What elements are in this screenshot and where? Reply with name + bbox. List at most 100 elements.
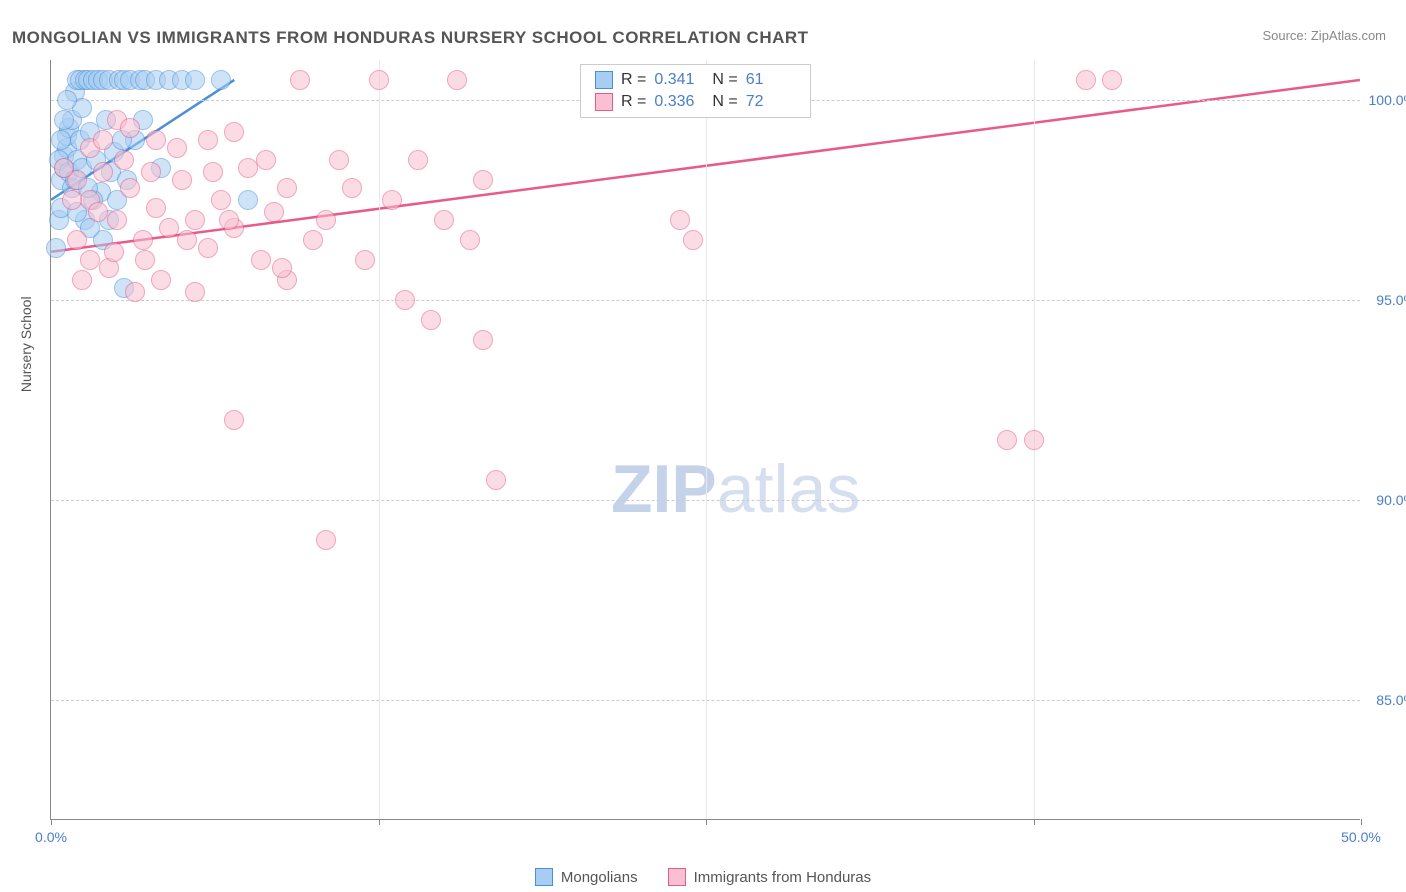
scatter-marker	[54, 110, 74, 130]
scatter-marker	[395, 290, 415, 310]
scatter-marker	[120, 178, 140, 198]
scatter-marker	[272, 258, 292, 278]
legend-swatch	[595, 71, 613, 89]
scatter-marker	[185, 282, 205, 302]
stat-n-label: N =	[712, 93, 737, 111]
scatter-marker	[146, 130, 166, 150]
scatter-marker	[185, 70, 205, 90]
legend-label: Mongolians	[561, 869, 638, 886]
stat-row: R = 0.341 N = 61	[581, 69, 810, 91]
x-tick-mark	[379, 819, 380, 825]
legend-item: Immigrants from Honduras	[668, 868, 872, 886]
stat-r-value: 0.336	[654, 93, 704, 111]
x-tick-label: 0.0%	[35, 829, 67, 845]
scatter-marker	[62, 190, 82, 210]
scatter-marker	[211, 190, 231, 210]
stat-r-label: R =	[621, 71, 646, 89]
bottom-legend: Mongolians Immigrants from Honduras	[0, 868, 1406, 886]
scatter-marker	[185, 210, 205, 230]
scatter-marker	[369, 70, 389, 90]
y-tick-label: 100.0%	[1369, 92, 1406, 108]
scatter-marker	[473, 170, 493, 190]
stat-box: R = 0.341 N = 61 R = 0.336 N = 72	[580, 64, 811, 118]
scatter-marker	[54, 158, 74, 178]
x-tick-label: 50.0%	[1341, 829, 1381, 845]
stat-n-value: 72	[746, 93, 796, 111]
scatter-marker	[133, 230, 153, 250]
scatter-marker	[303, 230, 323, 250]
stat-r-label: R =	[621, 93, 646, 111]
scatter-marker	[316, 530, 336, 550]
scatter-marker	[316, 210, 336, 230]
scatter-marker	[342, 178, 362, 198]
scatter-marker	[125, 282, 145, 302]
grid-line-v	[706, 60, 707, 819]
scatter-marker	[434, 210, 454, 230]
x-tick-mark	[1361, 819, 1362, 825]
scatter-marker	[46, 238, 66, 258]
scatter-marker	[146, 198, 166, 218]
scatter-marker	[997, 430, 1017, 450]
stat-r-value: 0.341	[654, 71, 704, 89]
scatter-marker	[51, 130, 71, 150]
y-tick-label: 90.0%	[1376, 492, 1406, 508]
scatter-marker	[290, 70, 310, 90]
scatter-marker	[80, 250, 100, 270]
scatter-marker	[67, 230, 87, 250]
scatter-marker	[1024, 430, 1044, 450]
y-tick-label: 95.0%	[1376, 292, 1406, 308]
source-label[interactable]: Source: ZipAtlas.com	[1262, 28, 1386, 43]
scatter-marker	[167, 138, 187, 158]
legend-item: Mongolians	[535, 868, 638, 886]
scatter-marker	[177, 230, 197, 250]
scatter-marker	[57, 90, 77, 110]
scatter-marker	[107, 210, 127, 230]
legend-swatch	[595, 93, 613, 111]
y-axis-label: Nursery School	[18, 296, 34, 392]
x-tick-mark	[1034, 819, 1035, 825]
scatter-marker	[88, 202, 108, 222]
plot-area: ZIPatlas 85.0%90.0%95.0%100.0%0.0%50.0%	[50, 60, 1360, 820]
grid-line-v	[379, 60, 380, 819]
scatter-marker	[151, 270, 171, 290]
stat-row: R = 0.336 N = 72	[581, 91, 810, 113]
legend-swatch	[535, 868, 553, 886]
stat-n-label: N =	[712, 71, 737, 89]
scatter-marker	[72, 270, 92, 290]
scatter-marker	[93, 130, 113, 150]
scatter-marker	[460, 230, 480, 250]
scatter-marker	[120, 118, 140, 138]
scatter-marker	[277, 178, 297, 198]
x-tick-mark	[51, 819, 52, 825]
scatter-marker	[114, 150, 134, 170]
scatter-marker	[421, 310, 441, 330]
stat-n-value: 61	[746, 71, 796, 89]
scatter-marker	[198, 130, 218, 150]
scatter-marker	[670, 210, 690, 230]
legend-label: Immigrants from Honduras	[694, 869, 872, 886]
scatter-marker	[159, 218, 179, 238]
watermark-light: atlas	[717, 451, 861, 527]
scatter-marker	[238, 158, 258, 178]
scatter-marker	[172, 170, 192, 190]
scatter-marker	[251, 250, 271, 270]
scatter-marker	[224, 410, 244, 430]
scatter-marker	[382, 190, 402, 210]
scatter-marker	[355, 250, 375, 270]
scatter-marker	[1102, 70, 1122, 90]
scatter-marker	[447, 70, 467, 90]
legend-swatch	[668, 868, 686, 886]
scatter-marker	[198, 238, 218, 258]
scatter-marker	[224, 122, 244, 142]
scatter-marker	[329, 150, 349, 170]
scatter-marker	[1076, 70, 1096, 90]
scatter-marker	[238, 190, 258, 210]
watermark: ZIPatlas	[611, 450, 860, 528]
watermark-bold: ZIP	[611, 451, 717, 527]
scatter-marker	[408, 150, 428, 170]
scatter-marker	[104, 242, 124, 262]
chart-container: MONGOLIAN VS IMMIGRANTS FROM HONDURAS NU…	[0, 0, 1406, 892]
scatter-marker	[683, 230, 703, 250]
scatter-marker	[264, 202, 284, 222]
scatter-marker	[203, 162, 223, 182]
